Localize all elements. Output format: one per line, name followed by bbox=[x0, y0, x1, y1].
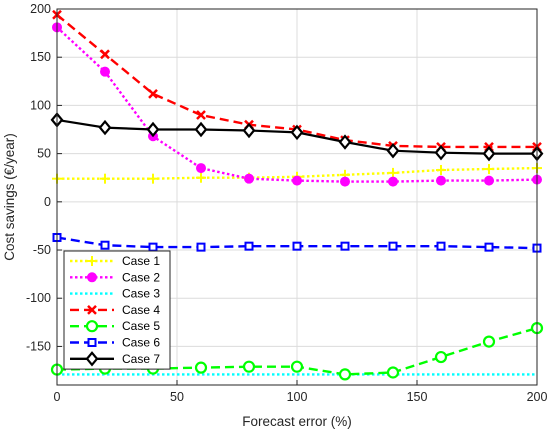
legend-label: Case 3 bbox=[122, 287, 160, 301]
data-point bbox=[148, 173, 158, 184]
legend-item: Case 6 bbox=[70, 336, 160, 350]
legend-label: Case 5 bbox=[122, 319, 160, 333]
data-point bbox=[484, 175, 494, 186]
legend-marker bbox=[85, 320, 99, 333]
data-point bbox=[482, 145, 496, 162]
data-point bbox=[290, 360, 304, 373]
data-point bbox=[338, 134, 352, 150]
data-point bbox=[386, 143, 400, 159]
data-point bbox=[100, 173, 110, 184]
data-point bbox=[434, 350, 448, 364]
data-point bbox=[100, 49, 110, 60]
legend-label: Case 2 bbox=[122, 270, 160, 284]
legend-marker bbox=[87, 305, 97, 315]
y-tick-label: 150 bbox=[30, 50, 51, 64]
legend-marker bbox=[87, 256, 97, 266]
data-point bbox=[290, 124, 304, 141]
x-tick-label: 50 bbox=[170, 390, 184, 404]
y-tick-label: 100 bbox=[30, 98, 51, 112]
legend-item: Case 5 bbox=[70, 319, 160, 333]
data-point bbox=[196, 172, 206, 183]
marker-stroke bbox=[100, 49, 110, 60]
series-layer bbox=[50, 9, 544, 381]
marker-stroke bbox=[148, 88, 158, 99]
ticks: 0 50 100 150 200 200 150 100 50 0 -50 -100 -150 bbox=[26, 2, 548, 404]
data-point bbox=[388, 167, 398, 178]
data-point bbox=[386, 366, 400, 379]
data-point bbox=[436, 175, 446, 186]
legend-label: Case 1 bbox=[122, 254, 160, 268]
data-point bbox=[340, 241, 350, 251]
data-point bbox=[242, 360, 256, 373]
marker-stroke bbox=[87, 305, 97, 315]
series-case-2 bbox=[52, 22, 542, 187]
legend-item: Case 1 bbox=[70, 254, 160, 268]
x-tick-label: 150 bbox=[407, 390, 428, 404]
data-point bbox=[388, 241, 398, 251]
data-point bbox=[484, 242, 494, 252]
data-point bbox=[100, 66, 110, 77]
data-point bbox=[148, 242, 158, 252]
legend-marker bbox=[85, 351, 99, 367]
y-axis-title: Cost savings (€/year) bbox=[2, 133, 17, 261]
data-point bbox=[292, 175, 302, 186]
data-point bbox=[340, 176, 350, 187]
x-axis-title: Forecast error (%) bbox=[242, 414, 352, 429]
y-tick-label: 200 bbox=[30, 2, 51, 16]
legend-item: Case 7 bbox=[70, 351, 160, 367]
x-tick-label: 200 bbox=[527, 390, 548, 404]
data-point bbox=[194, 361, 208, 374]
data-point bbox=[484, 164, 494, 175]
data-point bbox=[292, 241, 302, 251]
legend-label: Case 6 bbox=[122, 336, 160, 350]
data-point bbox=[194, 121, 208, 138]
data-point bbox=[244, 173, 254, 184]
legend: Case 1 Case 2 Case 3 Case 4 Case 5 Case 6 Case… bbox=[63, 250, 171, 370]
data-point bbox=[100, 240, 110, 250]
data-point bbox=[196, 110, 206, 120]
data-point bbox=[196, 163, 206, 174]
data-point bbox=[436, 165, 446, 176]
legend-box bbox=[63, 250, 171, 370]
y-tick-label: -100 bbox=[26, 291, 51, 305]
legend-marker bbox=[87, 272, 97, 283]
data-point bbox=[482, 335, 496, 348]
data-point bbox=[148, 88, 158, 99]
legend-marker bbox=[87, 338, 97, 347]
data-point bbox=[338, 368, 352, 381]
data-point bbox=[434, 144, 448, 161]
legend-label: Case 7 bbox=[122, 352, 160, 366]
x-tick-label: 0 bbox=[54, 390, 61, 404]
y-tick-label: -50 bbox=[33, 243, 51, 257]
data-point bbox=[242, 122, 256, 139]
data-point bbox=[244, 241, 254, 251]
legend-item: Case 4 bbox=[70, 303, 160, 317]
y-tick-label: 50 bbox=[37, 147, 51, 161]
x-tick-label: 100 bbox=[287, 390, 308, 404]
legend-item: Case 2 bbox=[70, 270, 160, 284]
y-tick-label: -150 bbox=[26, 339, 51, 353]
data-point bbox=[196, 242, 206, 252]
data-point bbox=[388, 176, 398, 187]
legend-label: Case 4 bbox=[122, 303, 160, 317]
data-point bbox=[436, 241, 446, 251]
data-point bbox=[98, 119, 112, 136]
y-tick-label: 0 bbox=[44, 195, 51, 209]
marker-stroke bbox=[196, 110, 206, 120]
data-point bbox=[146, 121, 160, 138]
legend-item: Case 3 bbox=[70, 287, 160, 301]
